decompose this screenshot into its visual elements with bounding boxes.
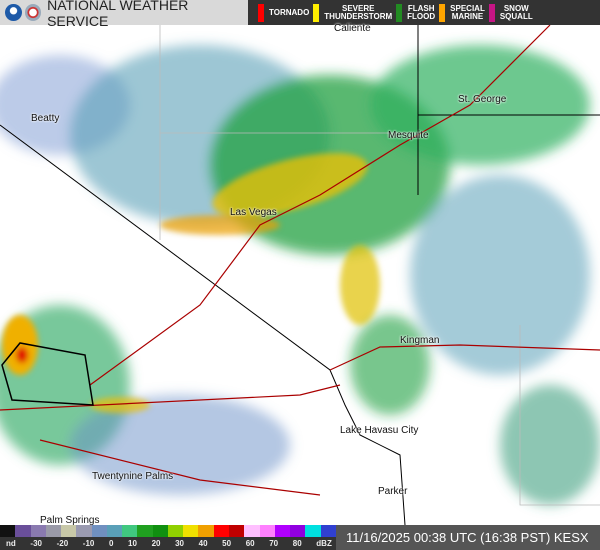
scale-color-cell [61,525,77,537]
radar-echoes [0,45,600,505]
scale-color-cell [244,525,260,537]
scale-color-cell [137,525,153,537]
warning-label: FLASH FLOOD [407,3,436,21]
warning-swatch [258,3,264,22]
highways [0,25,600,496]
scale-tick: 70 [269,539,279,548]
scale-color-cell [183,525,199,537]
noaa-logo-icon [5,4,22,21]
warning-label: SNOW SQUALL [499,3,533,21]
place-parker: Parker [378,486,408,497]
scale-color-cell [228,525,245,537]
scale-color-cell [259,525,275,537]
place-mesquite: Mesquite [388,130,429,141]
warning-swatch [439,3,446,22]
scale-tick: 30 [175,539,185,548]
scale-tick: 80 [292,539,302,548]
scale-color-cell [305,525,321,537]
scale-color-cell [76,525,92,537]
warning-label: SPECIAL MARINE [450,3,485,21]
scale-tick: 0 [108,539,114,548]
scale-color-cell [30,525,46,537]
scale-tick: 50 [222,539,232,548]
warning-label: TORNADO [269,7,310,17]
scale-color-cell [45,525,62,537]
place-caliente: Caliente [334,23,371,34]
scale-tick: -20 [56,539,69,548]
warning-swatch [396,3,403,22]
reflectivity-scale: nd -30 -20 -10 0 10 20 30 40 50 60 70 80 dBZ [0,525,336,550]
nws-logo-icon [24,4,42,21]
scale-color-cell [213,525,229,537]
scale-color-cell [122,525,138,537]
place-twentynine-palms: Twentynine Palms [92,471,174,482]
scale-tick: 20 [151,539,161,548]
county-lines [159,25,600,506]
warning-swatch [313,3,320,22]
scale-tick: 40 [198,539,208,548]
scale-tick: 60 [245,539,255,548]
scale-ticks: nd -30 -20 -10 0 10 20 30 40 50 60 70 80 dBZ [0,537,336,548]
scale-color-cell [15,525,31,537]
scale-color-cell [91,525,107,537]
scale-color-cell [274,525,291,537]
scale-color-cell [0,525,16,537]
brand: NATIONAL WEATHER SERVICE [0,0,248,29]
place-beatty: Beatty [31,113,60,124]
footer: nd -30 -20 -10 0 10 20 30 40 50 60 70 80 dBZ 11/16/20… [0,525,600,550]
scale-color-cell [106,525,123,537]
scale-tick: dBZ [316,539,332,548]
state-borders [0,25,600,525]
place-kingman: Kingman [400,335,440,346]
warning-legend-item: SEVERE THUNDERSTORM [313,0,392,25]
scale-tick: 10 [128,539,137,548]
timestamp: 11/16/2025 00:38 UTC (16:38 PST) KESX [336,525,600,550]
scale-color-cell [290,525,306,537]
scale-tick: nd [6,539,16,548]
site-title: NATIONAL WEATHER SERVICE [47,0,189,29]
warning-polygon[interactable] [1,342,94,406]
scale-color-cell [198,525,214,537]
color-bar [0,525,336,537]
warning-swatch [488,3,495,22]
warning-legend: TORNADO SEVERE THUNDERSTORM FLASH FLOOD SPE… [248,0,600,25]
place-st-george: St. George [458,94,507,105]
radar-map[interactable] [0,25,600,525]
warning-legend-item: FLASH FLOOD [396,0,435,25]
scale-tick: -30 [30,539,42,548]
warning-legend-item: SNOW SQUALL [488,0,533,25]
scale-color-cell [320,525,336,537]
scale-tick: -10 [82,539,95,548]
warning-legend-item: SPECIAL MARINE [439,0,485,25]
warning-label: SEVERE THUNDERSTORM [324,3,393,21]
scale-color-cell [152,525,168,537]
warning-legend-item: TORNADO [258,0,309,25]
header: NATIONAL WEATHER SERVICE TORNADO SEVERE T… [0,0,600,29]
scale-color-cell [167,525,184,537]
place-las-vegas: Las Vegas [230,207,277,218]
place-lake-havasu-city: Lake Havasu City [340,425,419,436]
place-palm-springs: Palm Springs [40,515,100,526]
heavy-echoes [2,153,380,413]
